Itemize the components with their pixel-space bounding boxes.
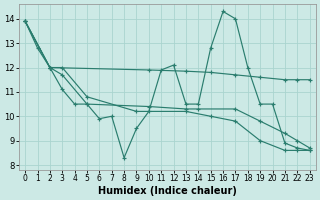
X-axis label: Humidex (Indice chaleur): Humidex (Indice chaleur) bbox=[98, 186, 237, 196]
